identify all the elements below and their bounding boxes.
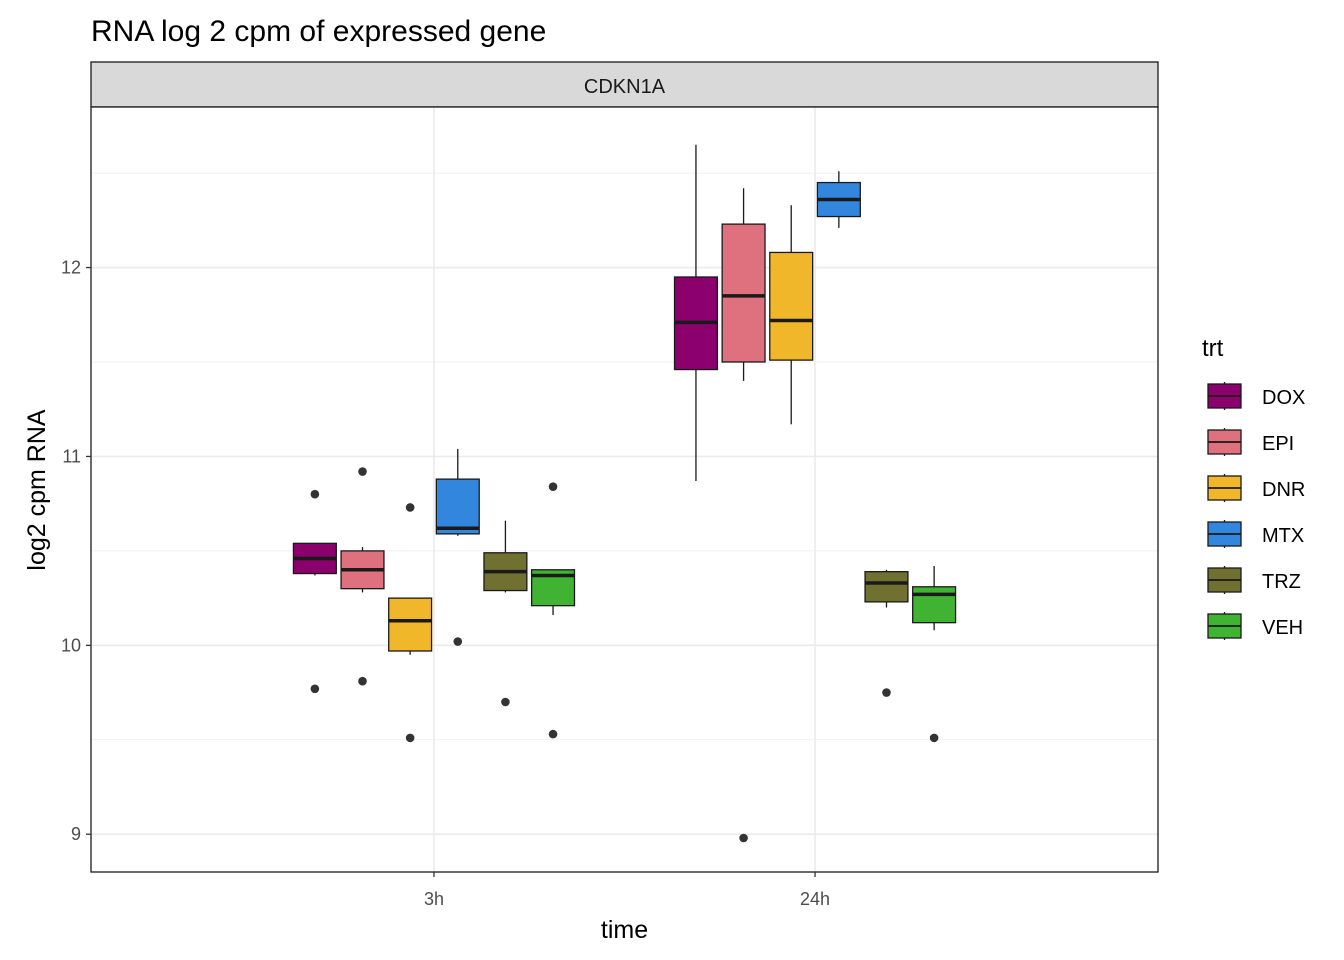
box-EPI-24h	[721, 188, 766, 843]
boxes	[292, 144, 957, 843]
outlier-point	[310, 489, 320, 499]
iqr-box	[864, 571, 909, 603]
y-tick-label: 12	[61, 258, 81, 278]
legend-item-TRZ: TRZ	[1207, 566, 1301, 594]
box-VEH-3h	[530, 482, 576, 739]
legend-label: DOX	[1262, 387, 1305, 409]
legend-label: MTX	[1262, 525, 1304, 547]
x-tick-label: 3h	[424, 889, 444, 909]
outlier-point	[929, 733, 939, 743]
iqr-box	[769, 251, 814, 361]
legend-label: VEH	[1262, 617, 1303, 639]
y-tick-label: 10	[61, 635, 81, 655]
legend-label: EPI	[1262, 433, 1294, 455]
box-MTX-24h	[816, 171, 861, 228]
box-EPI-3h	[340, 467, 385, 686]
x-tick-label: 24h	[800, 889, 830, 909]
legend: trt DOX EPI DNR MTX TRZ VEH	[1202, 335, 1305, 640]
plot-panel	[91, 107, 1158, 872]
chart-title: RNA log 2 cpm of expressed gene	[91, 15, 546, 48]
legend-label: TRZ	[1262, 571, 1301, 593]
legend-title: trt	[1202, 335, 1224, 362]
y-tick-label: 9	[71, 824, 81, 844]
y-axis-title: log2 cpm RNA	[23, 409, 51, 570]
legend-label: DNR	[1262, 479, 1305, 501]
box-TRZ-24h	[864, 569, 909, 697]
facet-strip: CDKN1A	[90, 61, 1159, 108]
facet-label: CDKN1A	[584, 76, 666, 98]
box-TRZ-3h	[483, 520, 528, 707]
box-DOX-3h	[292, 489, 337, 694]
outlier-point	[739, 833, 748, 843]
outlier-point	[501, 697, 510, 707]
iqr-box	[435, 478, 480, 535]
outlier-point	[358, 676, 367, 686]
outlier-point	[453, 637, 463, 646]
box-DNR-24h	[769, 205, 814, 425]
y-tick-label: 11	[62, 446, 81, 466]
outlier-point	[548, 729, 558, 739]
iqr-box	[388, 597, 433, 652]
outlier-point	[310, 684, 320, 694]
box-DNR-3h	[388, 503, 433, 743]
iqr-box	[912, 586, 957, 624]
grid	[91, 107, 1158, 872]
box-VEH-24h	[912, 566, 957, 743]
axes: 9 10 11 12 3h 24h	[61, 258, 830, 909]
legend-item-DNR: DNR	[1207, 474, 1305, 502]
box-DOX-24h	[673, 144, 719, 481]
outlier-point	[548, 482, 558, 491]
outlier-point	[405, 733, 415, 743]
iqr-box	[721, 223, 766, 363]
x-axis-title: time	[601, 916, 648, 944]
legend-item-VEH: VEH	[1207, 612, 1303, 640]
plot-border	[90, 106, 1159, 873]
box-MTX-3h	[435, 448, 480, 646]
outlier-point	[358, 467, 367, 476]
legend-item-EPI: EPI	[1207, 428, 1294, 456]
outlier-point	[882, 688, 891, 697]
legend-item-MTX: MTX	[1207, 520, 1304, 548]
legend-item-DOX: DOX	[1207, 382, 1305, 410]
outlier-point	[405, 503, 415, 512]
